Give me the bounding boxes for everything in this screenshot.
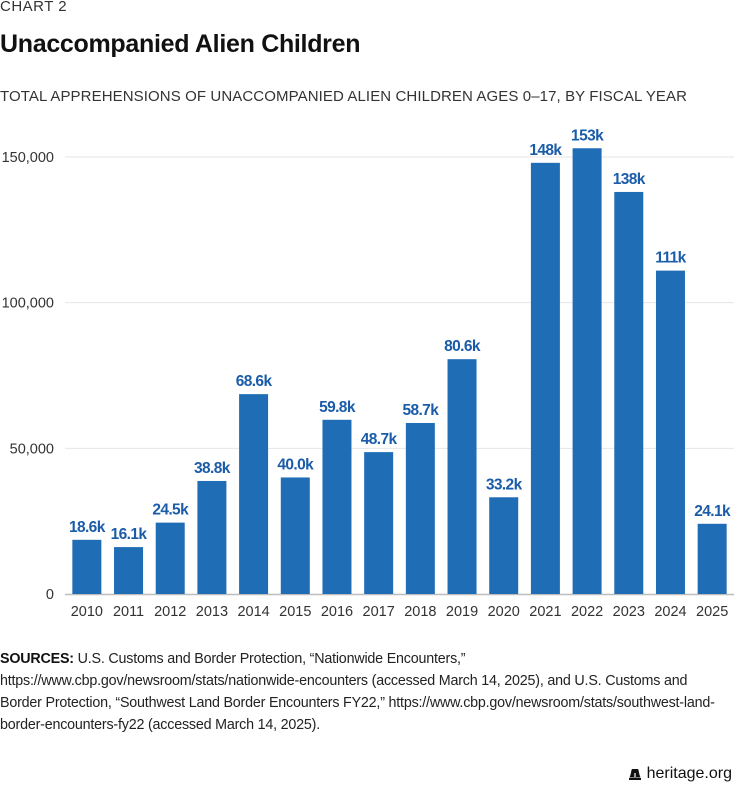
chart-title: Unaccompanied Alien Children — [0, 30, 361, 58]
data-label-2014: 68.6k — [236, 373, 273, 390]
data-label-2025: 24.1k — [694, 503, 731, 520]
x-tick-label: 2021 — [529, 604, 561, 620]
data-label-2021: 148k — [529, 142, 562, 159]
x-tick-label: 2013 — [196, 604, 228, 620]
data-label-2022: 153k — [571, 127, 604, 144]
x-tick-label: 2015 — [279, 604, 311, 620]
x-tick-label: 2024 — [654, 604, 686, 620]
x-tick-label: 2017 — [363, 604, 395, 620]
data-label-2010: 18.6k — [69, 519, 106, 536]
x-tick-label: 2019 — [446, 604, 478, 620]
x-tick-label: 2023 — [613, 604, 645, 620]
liberty-bell-icon — [628, 769, 641, 780]
bar-2012 — [155, 522, 185, 594]
x-tick-label: 2011 — [113, 604, 144, 620]
y-tick-label: 150,000 — [2, 150, 54, 166]
x-tick-label: 2010 — [71, 604, 103, 620]
bar-2011 — [114, 547, 144, 594]
bar-2021 — [530, 162, 560, 594]
data-label-2016: 59.8k — [319, 399, 356, 416]
x-axis-ticks: 2010 2011 2012 2013 2014 2015 2016 2017 2018 2019… — [71, 604, 729, 620]
y-tick-label: 0 — [46, 587, 54, 603]
x-tick-label: 2016 — [321, 604, 353, 620]
data-label-2024: 111k — [655, 250, 686, 267]
y-tick-label: 50,000 — [10, 441, 54, 457]
site-name[interactable]: heritage.org — [646, 765, 732, 782]
data-label-2012: 24.5k — [152, 502, 189, 519]
x-tick-label: 2018 — [404, 604, 436, 620]
x-tick-label: 2022 — [571, 604, 603, 620]
bar-2022 — [572, 148, 602, 594]
data-label-2020: 33.2k — [486, 476, 523, 493]
sources-label: SOURCES: — [0, 651, 74, 667]
bar-2014 — [239, 394, 269, 594]
sources-text: U.S. Customs and Border Protection, “Nat… — [0, 651, 715, 733]
footer-brand: heritage.org — [628, 765, 732, 783]
bar-2024 — [655, 270, 685, 594]
x-tick-label: 2012 — [154, 604, 186, 620]
x-tick-label: 2014 — [237, 604, 269, 620]
data-label-2023: 138k — [613, 171, 646, 188]
bar-2018 — [405, 422, 435, 594]
bar-2019 — [447, 359, 477, 594]
bar-2015 — [280, 477, 310, 594]
bar-2025 — [697, 523, 727, 594]
x-tick-label: 2020 — [488, 604, 520, 620]
bar-2020 — [489, 497, 519, 594]
data-label-2019: 80.6k — [444, 338, 481, 355]
data-label-2017: 48.7k — [361, 431, 398, 448]
chart-subtitle: TOTAL APPREHENSIONS OF UNACCOMPANIED ALI… — [0, 88, 688, 105]
chart-kicker: CHART 2 — [0, 0, 68, 15]
bar-2016 — [322, 419, 352, 594]
bar-2023 — [614, 191, 644, 594]
y-tick-label: 100,000 — [2, 296, 54, 312]
bar-2013 — [197, 480, 227, 594]
bars — [72, 148, 727, 594]
sources-note: SOURCES: U.S. Customs and Border Protect… — [0, 648, 730, 736]
data-label-2011: 16.1k — [111, 526, 148, 543]
x-tick-label: 2025 — [696, 604, 728, 620]
bar-2010 — [72, 539, 102, 594]
data-label-2018: 58.7k — [402, 402, 439, 419]
data-label-2015: 40.0k — [277, 456, 314, 473]
bar-2017 — [364, 452, 394, 594]
data-label-2013: 38.8k — [194, 460, 231, 477]
y-axis-ticks: 0 50,000 100,000 150,000 — [2, 150, 54, 603]
